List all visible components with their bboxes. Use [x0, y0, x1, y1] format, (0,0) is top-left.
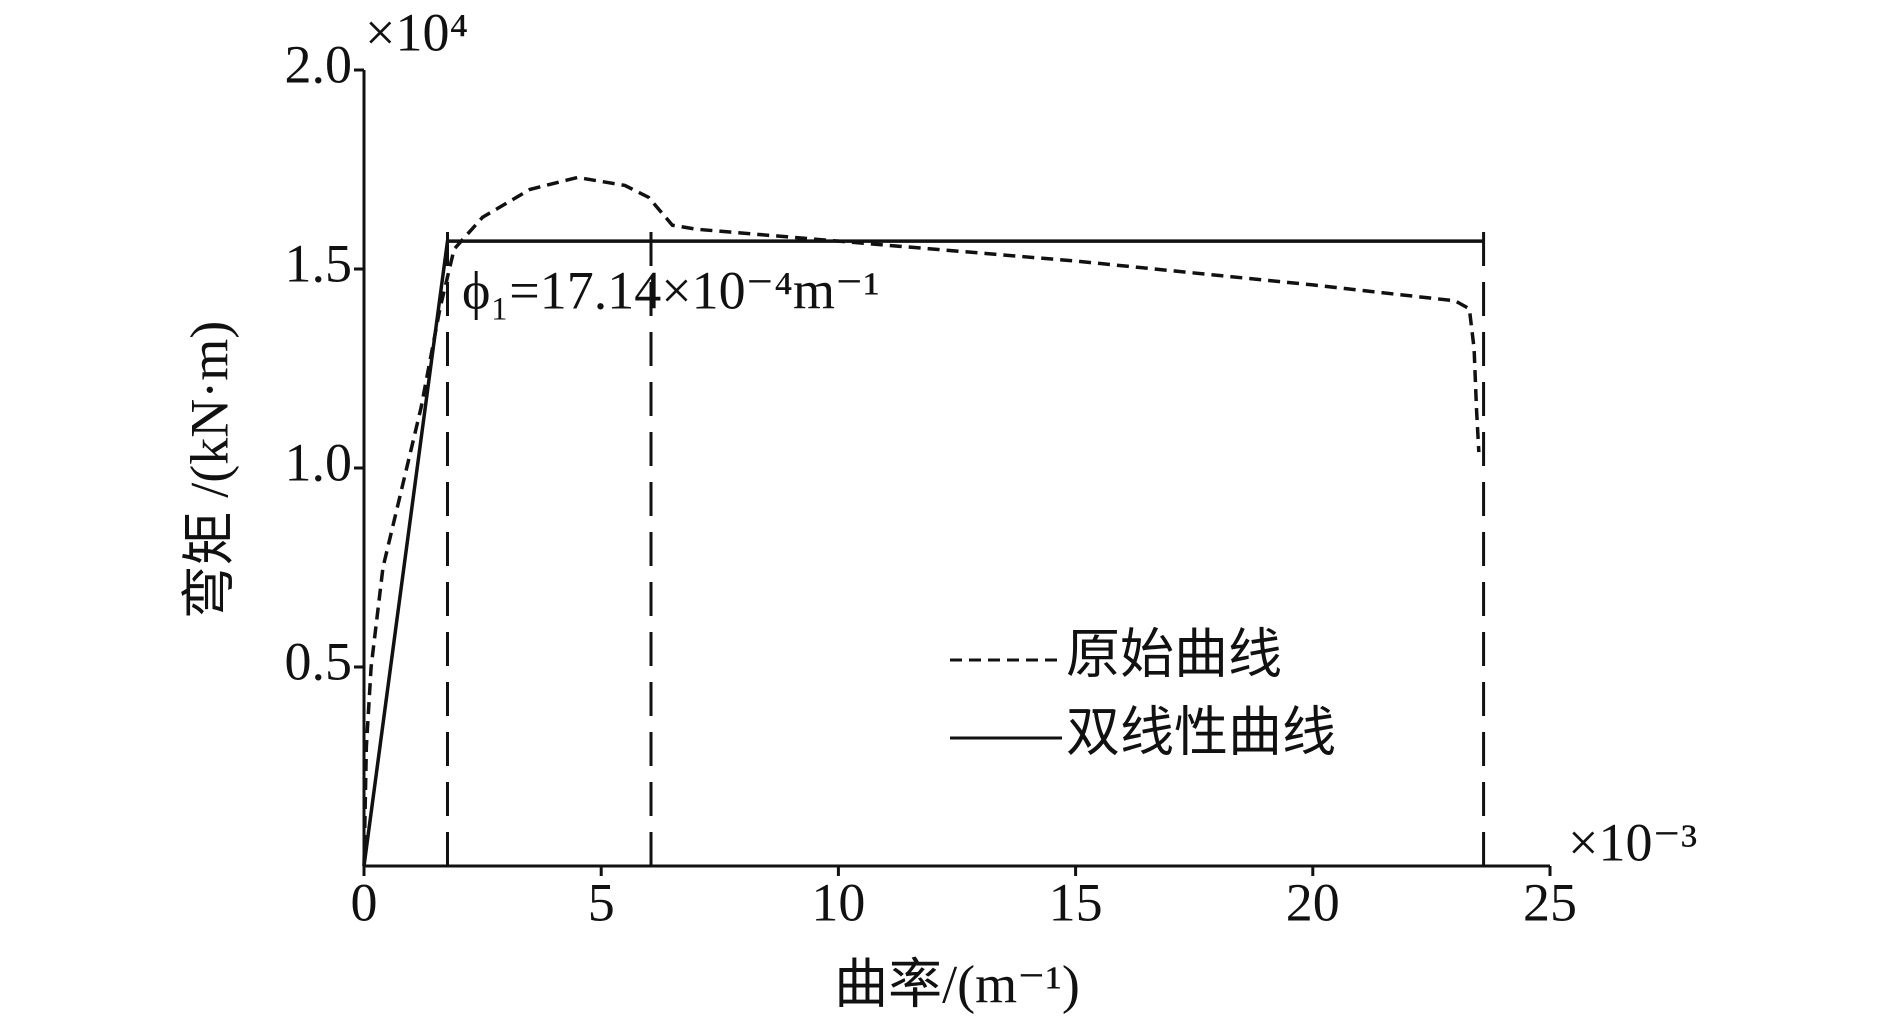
- y-tick-label: 1.0: [285, 432, 353, 492]
- line-series: [362, 175, 1481, 867]
- x-tick-label: 15: [1049, 872, 1103, 932]
- y-tick-label: 1.5: [285, 233, 353, 293]
- y-multiplier: ×10⁴: [365, 2, 468, 62]
- y-axis-label: 弯矩 /(kN·m): [179, 321, 239, 619]
- x-tick-label: 20: [1286, 872, 1340, 932]
- legend-label: 双线性曲线: [1066, 702, 1336, 762]
- y-tick-label: 0.5: [285, 631, 353, 691]
- x-axis-label: 曲率/(m⁻¹): [834, 954, 1080, 1014]
- x-tick-label: 10: [811, 872, 865, 932]
- x-tick-label: 5: [588, 872, 615, 932]
- line-series: [362, 239, 1484, 867]
- x-tick-label: 25: [1523, 872, 1577, 932]
- x-tick-label: 0: [351, 872, 378, 932]
- y-tick-label: 2.0: [285, 34, 353, 94]
- x-multiplier: ×10⁻³: [1568, 812, 1697, 872]
- annotation: ϕ₁=17.14×10⁻⁴m⁻¹: [462, 260, 880, 320]
- legend-label: 原始曲线: [1066, 624, 1282, 684]
